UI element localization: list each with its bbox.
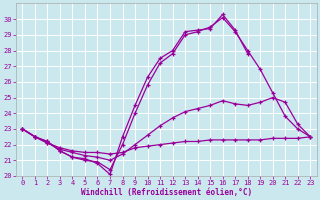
X-axis label: Windchill (Refroidissement éolien,°C): Windchill (Refroidissement éolien,°C): [81, 188, 252, 197]
